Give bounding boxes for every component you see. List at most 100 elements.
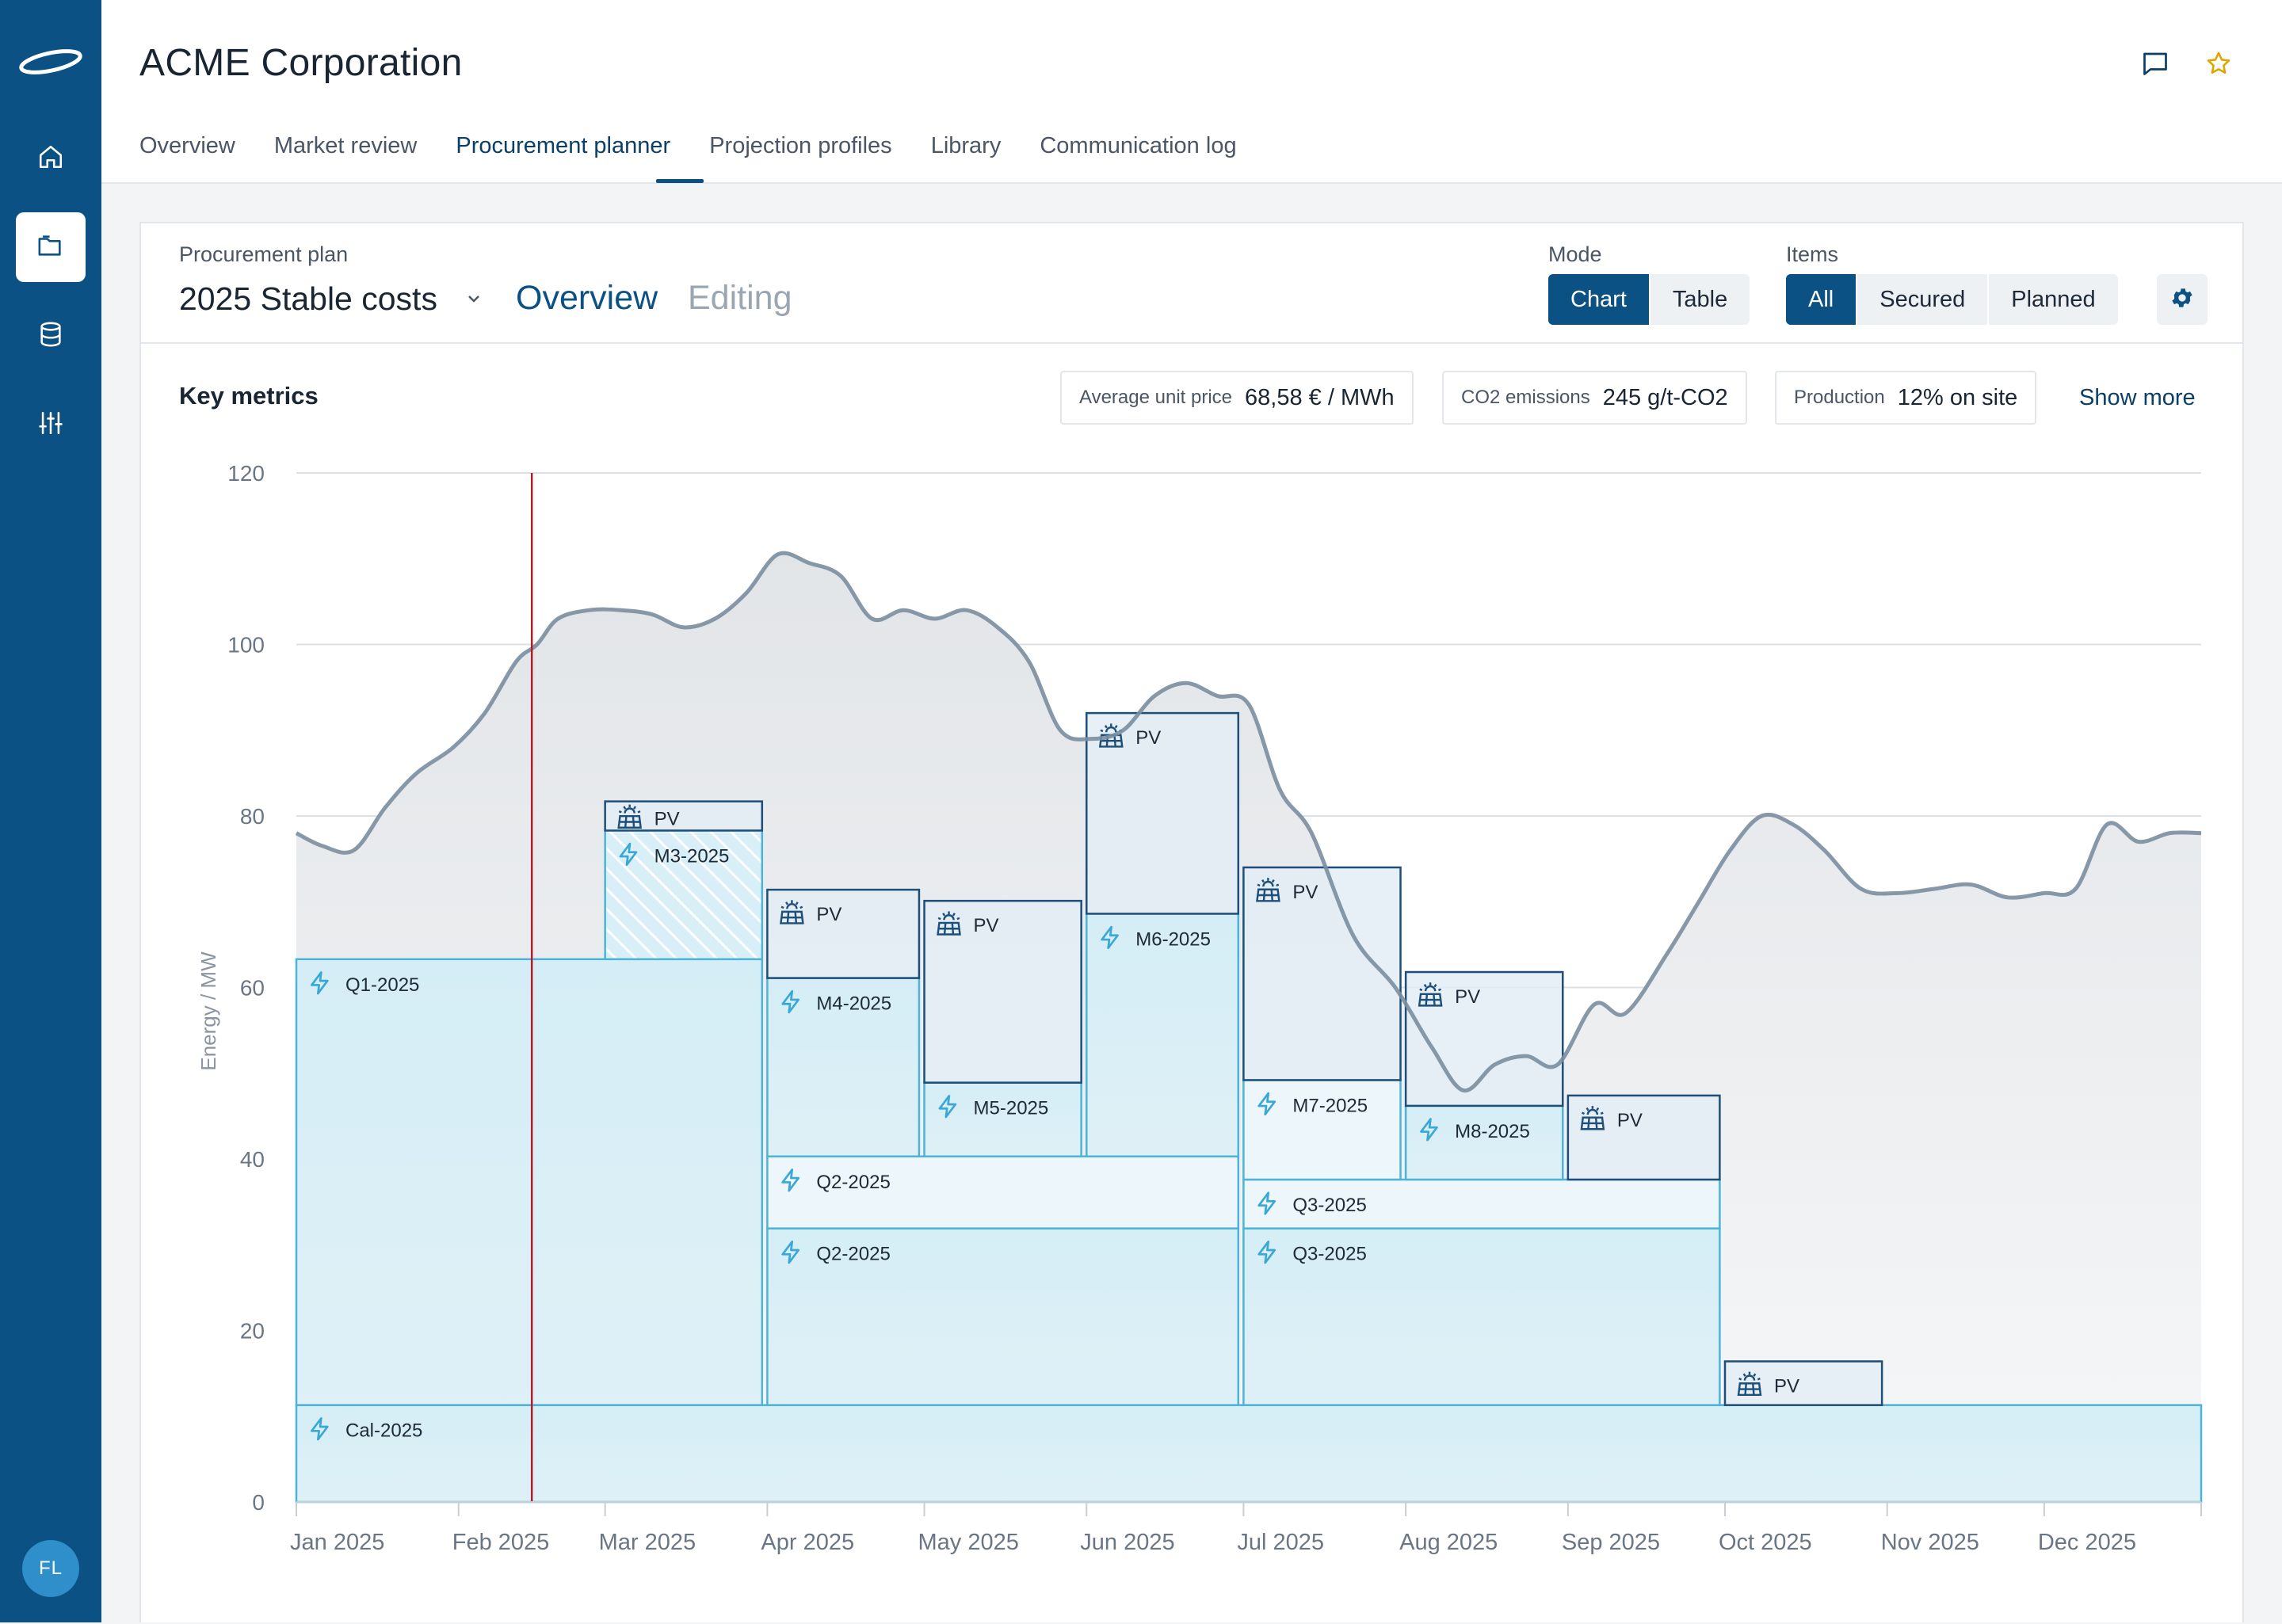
- contract-block: Q2-2025: [766, 1227, 1240, 1406]
- sidebar-item-plans[interactable]: [16, 212, 86, 282]
- metric-label: Average unit price: [1079, 387, 1233, 408]
- block-rect: [1404, 1104, 1564, 1181]
- block-rect: [923, 1081, 1082, 1158]
- block-label: Q2-2025: [816, 1244, 890, 1265]
- contract-block: M6-2025: [1086, 913, 1240, 1158]
- block-rect: [1242, 866, 1402, 1081]
- block-rect: [766, 977, 921, 1158]
- y-tick-label: 60: [240, 976, 265, 1001]
- block-rect: [1086, 913, 1240, 1158]
- mode-table-button[interactable]: Table: [1650, 274, 1750, 325]
- contract-block: M3-2025: [604, 829, 764, 961]
- items-all-button[interactable]: All: [1786, 274, 1857, 325]
- view-editing-link[interactable]: Editing: [688, 279, 792, 317]
- star-icon[interactable]: [2201, 46, 2236, 81]
- block-label: Cal-2025: [345, 1420, 422, 1442]
- block-label: M4-2025: [816, 993, 891, 1015]
- metric-co2-emissions: CO2 emissions 245 g/t-CO2: [1442, 371, 1747, 425]
- x-tick-label: Jun 2025: [1080, 1530, 1174, 1555]
- tab-market-review[interactable]: Market review: [273, 133, 418, 158]
- x-tick-label: Oct 2025: [1719, 1530, 1812, 1555]
- tab-projection-profiles[interactable]: Projection profiles: [709, 133, 892, 158]
- sidebar-item-settings[interactable]: [16, 390, 86, 459]
- view-overview-link[interactable]: Overview: [516, 279, 658, 317]
- page-title: ACME Corporation: [139, 42, 463, 84]
- y-tick-label: 100: [227, 633, 265, 658]
- block-label: M8-2025: [1455, 1121, 1530, 1142]
- y-tick-label: 0: [252, 1490, 265, 1515]
- tab-overview[interactable]: Overview: [139, 133, 235, 158]
- main-tabs: Overview Market review Procurement plann…: [139, 133, 1276, 159]
- metric-average-unit-price: Average unit price 68,58 € / MWh: [1060, 371, 1414, 425]
- sidebar-item-data[interactable]: [16, 301, 86, 371]
- acme-swoosh-logo[interactable]: [16, 43, 86, 81]
- block-label: PV: [1455, 986, 1480, 1008]
- x-tick-label: Jul 2025: [1237, 1530, 1324, 1555]
- block-label: PV: [1774, 1375, 1799, 1397]
- items-label: Items: [1786, 242, 1839, 266]
- x-tick-label: Jan 2025: [290, 1530, 384, 1555]
- items-secured-button[interactable]: Secured: [1857, 274, 1988, 325]
- tab-communication-log[interactable]: Communication log: [1040, 133, 1237, 158]
- items-planned-button[interactable]: Planned: [1989, 274, 2118, 325]
- y-tick-label: 120: [227, 461, 265, 486]
- pv-block: PV: [604, 800, 764, 832]
- sidebar: FL: [0, 0, 101, 1622]
- x-tick-label: Dec 2025: [2038, 1530, 2136, 1555]
- pv-block: PV: [1566, 1094, 1721, 1181]
- forecast-line: [295, 551, 2202, 1092]
- sliders-icon: [37, 410, 64, 440]
- block-rect: [923, 899, 1082, 1084]
- metric-value: 245 g/t-CO2: [1602, 384, 1728, 410]
- settings-button[interactable]: [2157, 274, 2208, 325]
- block-label: PV: [1135, 727, 1161, 749]
- database-icon: [37, 321, 64, 352]
- block-label: Q3-2025: [1292, 1244, 1366, 1265]
- metric-value: 68,58 € / MWh: [1245, 384, 1395, 410]
- contract-block: M8-2025: [1404, 1104, 1564, 1181]
- block-rect: [1566, 1094, 1721, 1181]
- block-label: Q3-2025: [1292, 1195, 1366, 1216]
- contract-block: Q3-2025: [1242, 1178, 1721, 1229]
- home-icon: [37, 143, 64, 174]
- block-label: Q1-2025: [345, 974, 419, 996]
- pv-block: PV: [923, 899, 1082, 1084]
- y-tick-label: 40: [240, 1147, 265, 1172]
- contract-block: Q1-2025: [295, 958, 764, 1406]
- block-label: PV: [1292, 882, 1318, 903]
- x-tick-label: Aug 2025: [1399, 1530, 1498, 1555]
- plan-name-dropdown[interactable]: 2025 Stable costs: [179, 280, 437, 317]
- block-label: PV: [654, 808, 680, 829]
- show-more-link[interactable]: Show more: [2079, 385, 2196, 410]
- sidebar-item-home[interactable]: [16, 124, 86, 193]
- pv-block: PV: [1723, 1360, 1883, 1406]
- x-tick-label: Sep 2025: [1562, 1530, 1660, 1555]
- y-tick-label: 20: [240, 1319, 265, 1344]
- gear-icon: [2169, 285, 2195, 315]
- block-label: M7-2025: [1292, 1095, 1368, 1116]
- block-rect: [766, 1227, 1240, 1406]
- avatar[interactable]: FL: [22, 1540, 79, 1597]
- folder-icon: [36, 232, 66, 263]
- block-label: M3-2025: [654, 845, 730, 867]
- chevron-down-icon[interactable]: [466, 293, 482, 308]
- key-metrics-title: Key metrics: [179, 382, 319, 410]
- block-rect: [1242, 1227, 1721, 1406]
- metric-label: CO2 emissions: [1461, 387, 1590, 408]
- x-tick-label: Nov 2025: [1881, 1530, 1979, 1555]
- block-rect: [295, 1404, 2203, 1504]
- pv-block: PV: [1404, 970, 1564, 1107]
- comment-icon[interactable]: [2138, 46, 2173, 81]
- tab-procurement-planner[interactable]: Procurement planner: [456, 133, 671, 158]
- pv-block: PV: [1242, 866, 1402, 1081]
- contract-block: M5-2025: [923, 1081, 1082, 1158]
- block-rect: [295, 958, 764, 1406]
- x-tick-label: Mar 2025: [599, 1530, 696, 1555]
- items-filter: All Secured Planned: [1786, 274, 2118, 325]
- metric-production: Production 12% on site: [1775, 371, 2037, 425]
- procurement-chart: 0 20 40 60 80 100 120 Energy / MW Cal-2025 Q1-202…: [197, 461, 2203, 1555]
- mode-chart-button[interactable]: Chart: [1548, 274, 1649, 325]
- block-rect: [766, 888, 921, 979]
- block-rect: [766, 1155, 1240, 1229]
- tab-library[interactable]: Library: [930, 133, 1002, 158]
